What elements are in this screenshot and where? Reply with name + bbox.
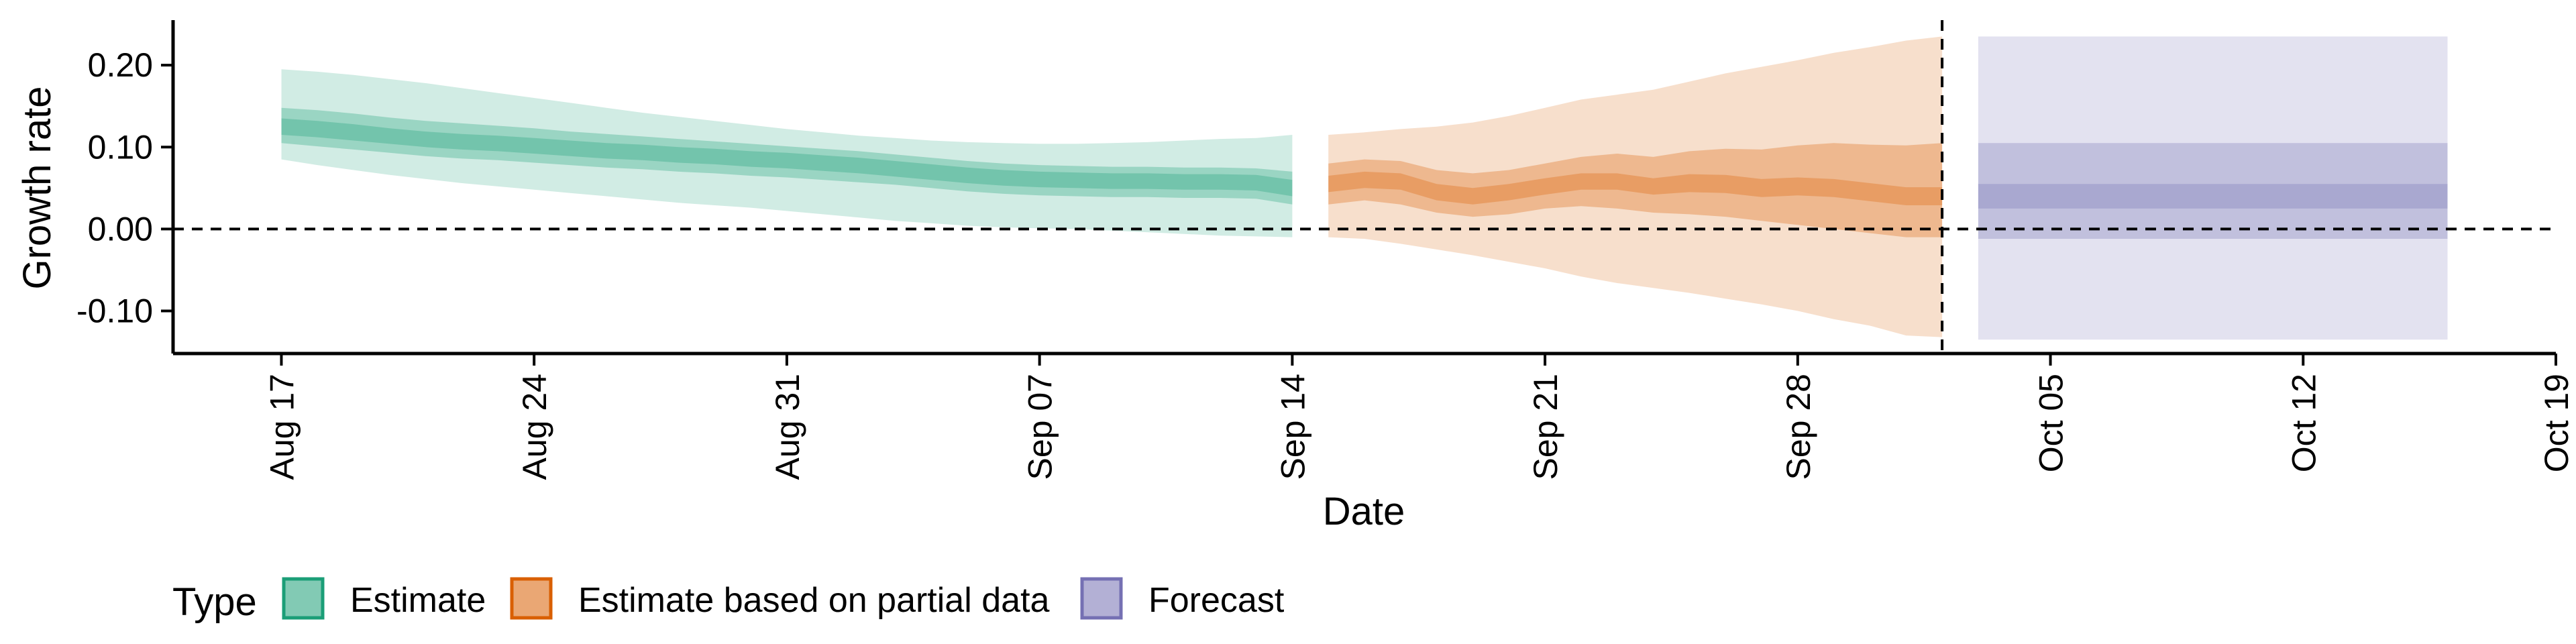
bands-layer: [281, 36, 2448, 340]
x-tick-label: Aug 24: [516, 374, 553, 480]
x-tick-label: Aug 31: [769, 374, 806, 480]
x-tick-label: Sep 21: [1527, 374, 1564, 480]
y-axis-title: Growth rate: [15, 87, 59, 290]
legend-label-estimate: Estimate: [350, 581, 486, 620]
y-tick-label: -0.10: [76, 292, 153, 330]
legend-label-forecast: Forecast: [1148, 581, 1285, 620]
y-tick-label: 0.00: [88, 210, 153, 248]
legend-title: Type: [172, 580, 257, 624]
estimate-based-on-partial-data-band-20: [1328, 171, 1943, 205]
axes: [171, 20, 2556, 356]
forecast-band-50: [1978, 143, 2448, 239]
x-tick-label: Oct 12: [2285, 374, 2322, 472]
x-tick-label: Aug 17: [264, 374, 301, 480]
estimate-band-90: [281, 69, 1293, 237]
x-ticks: Aug 17 Aug 24 Aug 31 Sep 07 Sep 14 Sep 21 Sep …: [264, 354, 2575, 480]
forecast-band-90: [1978, 36, 2448, 340]
y-tick-label: 0.20: [88, 46, 153, 84]
y-ticks: 0.20 0.10 0.00 -0.10: [76, 46, 173, 330]
x-tick-label: Sep 28: [1780, 374, 1817, 480]
x-tick-label: Sep 14: [1274, 374, 1311, 480]
forecast-band-20: [1978, 184, 2448, 209]
x-axis-title: Date: [1323, 490, 1405, 533]
x-tick-label: Sep 07: [1022, 374, 1059, 480]
estimate-band-50: [281, 107, 1293, 205]
estimate-based-on-partial-data-band-90: [1328, 36, 1943, 337]
x-tick-label: Oct 19: [2538, 374, 2575, 472]
reference-lines: [173, 20, 2556, 354]
legend-label-estimate-based-on-partial-data: Estimate based on partial data: [578, 581, 1050, 620]
estimate-band-20: [281, 118, 1293, 197]
estimate-based-on-partial-data-band-50: [1328, 143, 1943, 237]
legend: Type Estimate Estimate based on partial d…: [172, 577, 1285, 624]
legend-swatch-estimate: [282, 577, 325, 620]
legend-swatch-estimate-based-on-partial-data: [510, 577, 553, 620]
y-tick-label: 0.10: [88, 128, 153, 166]
legend-swatch-forecast: [1080, 577, 1123, 620]
x-tick-label: Oct 05: [2033, 374, 2070, 472]
